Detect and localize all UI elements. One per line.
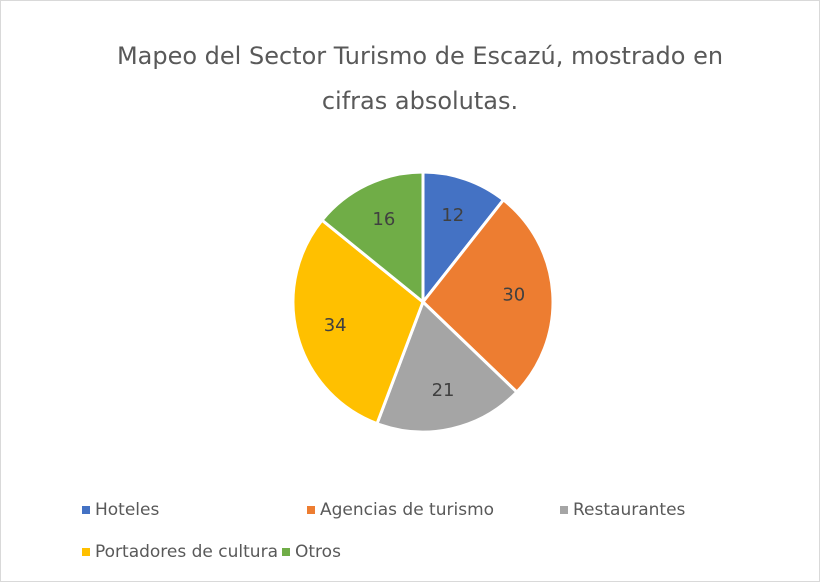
legend-label: Restaurantes [573, 500, 686, 520]
legend-swatch [82, 548, 90, 556]
pie-slice [420, 197, 555, 395]
data-label: 21 [432, 380, 455, 401]
pie-slice [319, 170, 425, 306]
legend-swatch [560, 506, 568, 514]
pie-slice [291, 218, 425, 426]
chart-title: Mapeo del Sector Turismo de Escazú, most… [116, 42, 724, 115]
legend-swatch [82, 506, 90, 514]
data-label: 34 [324, 315, 347, 336]
legend-label: Hoteles [95, 500, 159, 520]
legend-label: Agencias de turismo [320, 500, 494, 520]
data-label: 16 [372, 209, 395, 230]
legend-label: Otros [295, 542, 341, 562]
pie-slice [421, 170, 506, 307]
data-label: 30 [502, 285, 525, 306]
data-label: 12 [441, 205, 464, 226]
legend-swatch [307, 506, 315, 514]
legend-swatch [282, 548, 290, 556]
legend-label: Portadores de cultura [95, 542, 278, 562]
